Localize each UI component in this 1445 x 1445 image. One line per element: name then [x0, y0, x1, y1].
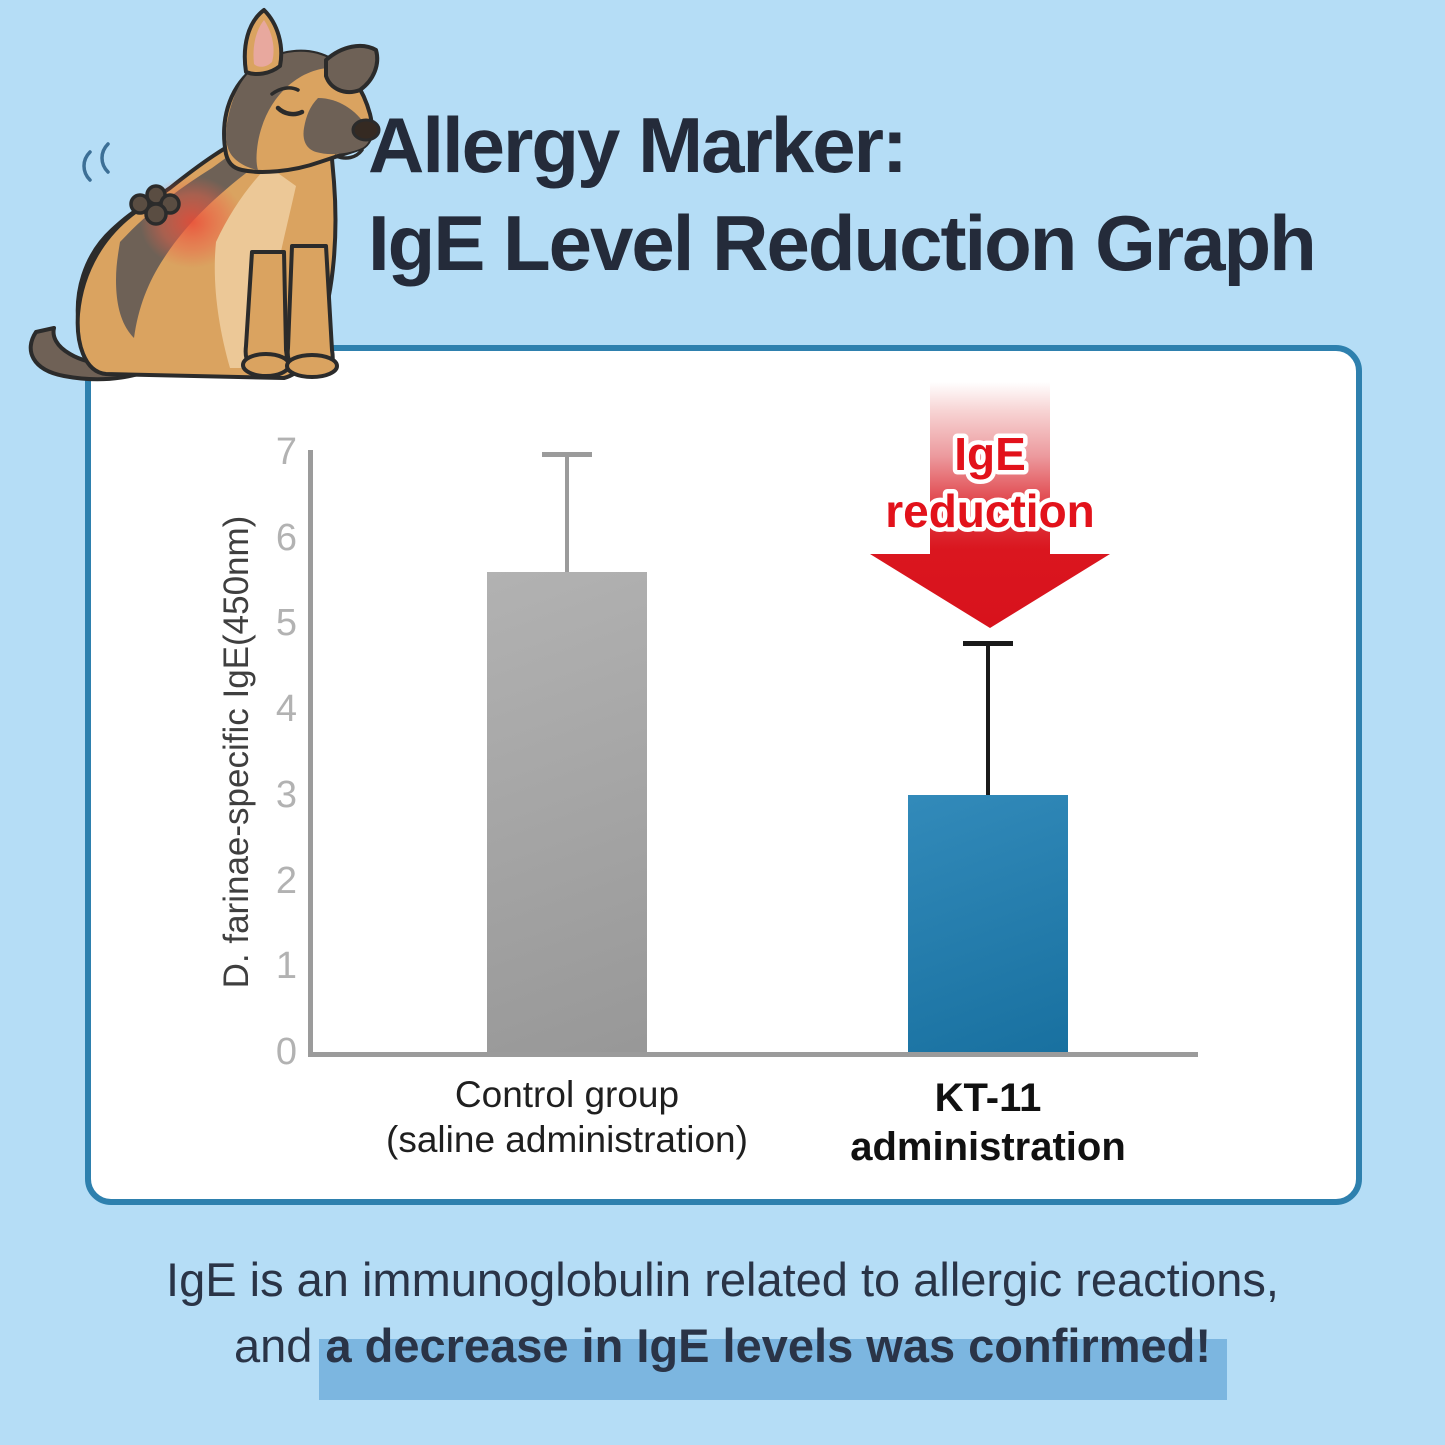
- dog-ear-inner: [253, 20, 274, 67]
- error-bar-kt11: [986, 640, 990, 795]
- motion-lines: [100, 142, 110, 174]
- x-label-control-line-1: Control group: [454, 1074, 680, 1115]
- footer-text: IgE is an immunoglobulin related to alle…: [0, 1252, 1445, 1374]
- dog-paw: [285, 353, 339, 379]
- error-cap-control: [542, 452, 592, 457]
- error-bar-control: [565, 452, 569, 572]
- footer-line-1: IgE is an immunoglobulin related to alle…: [166, 1253, 1279, 1306]
- ige-reduction-arrow: IgE reduction: [870, 382, 1110, 628]
- dog-head-mask: [226, 51, 342, 170]
- title-line-2: IgE Level Reduction Graph: [368, 199, 1317, 287]
- footer-highlight: a decrease in IgE levels was confirmed!: [325, 1319, 1211, 1372]
- x-label-kt11-line-2: administration: [850, 1125, 1126, 1169]
- arrow-text-reduction: reduction: [885, 485, 1095, 537]
- chart-card: [85, 345, 1362, 1205]
- motion-lines: [82, 150, 92, 182]
- y-axis-line: [308, 450, 313, 1057]
- y-tick-4: 4: [275, 688, 297, 731]
- error-cap-kt11: [963, 640, 1013, 646]
- dog-front-leg: [285, 244, 335, 373]
- page-title: Allergy Marker: IgE Level Reduction Graph: [368, 96, 1317, 292]
- dog-paw: [241, 352, 291, 378]
- y-tick-3: 3: [275, 773, 297, 816]
- dog-closed-eye: [275, 105, 305, 117]
- x-label-control-group: Control group (saline administration): [377, 1072, 757, 1162]
- x-label-control-line-2: (saline administration): [386, 1119, 748, 1160]
- footer-line-2-prefix: and: [233, 1319, 326, 1372]
- title-line-1: Allergy Marker:: [368, 101, 908, 189]
- x-label-kt11: KT-11 administration: [798, 1074, 1178, 1172]
- y-tick-0: 0: [275, 1031, 297, 1073]
- bar-control: [487, 572, 647, 1052]
- arrow-text-ige: IgE: [954, 428, 1026, 480]
- y-tick-5: 5: [275, 602, 297, 645]
- dog-mouth: [334, 148, 364, 160]
- y-tick-1: 1: [275, 945, 297, 988]
- dog-ear-folded: [324, 43, 380, 95]
- bar-kt11: [908, 794, 1068, 1053]
- y-tick-7: 7: [275, 431, 297, 473]
- y-tick-6: 6: [275, 516, 297, 559]
- dog-brow: [270, 86, 300, 96]
- scratching-dog-illustration: [28, 8, 381, 382]
- footer-highlight-text: a decrease in IgE levels was confirmed!: [325, 1319, 1212, 1372]
- dog-nose: [351, 118, 381, 142]
- y-tick-2: 2: [275, 859, 297, 902]
- x-label-kt11-line-1: KT-11: [934, 1076, 1042, 1120]
- y-axis-ticks: 0 1 2 3 4 5 6 7: [200, 0, 297, 1100]
- x-axis-line: [308, 1052, 1198, 1057]
- dog-muzzle: [303, 98, 370, 155]
- footer-line-2: and a decrease in IgE levels was confirm…: [0, 1318, 1445, 1374]
- down-arrow-shape: [870, 382, 1110, 628]
- dog-scratching-paw: [129, 184, 181, 226]
